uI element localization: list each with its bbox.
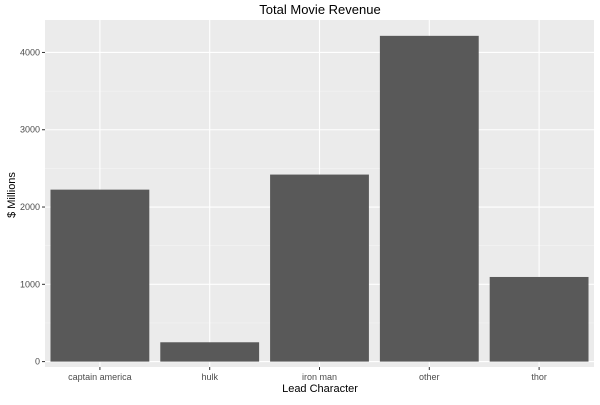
bars [50, 35, 589, 362]
y-tick-label: 3000 [20, 125, 40, 135]
bar [160, 342, 260, 362]
x-tick-label: thor [531, 372, 547, 382]
x-axis: captain america hulk iron man other thor [68, 367, 547, 382]
bar [50, 189, 150, 362]
x-tick-label: iron man [302, 372, 337, 382]
x-tick-label: other [419, 372, 440, 382]
y-tick-label: 0 [35, 357, 40, 367]
x-axis-title: Lead Character [282, 383, 358, 395]
bar [489, 276, 589, 362]
y-tick-label: 1000 [20, 279, 40, 289]
bar [379, 35, 479, 362]
chart-title: Total Movie Revenue [259, 2, 380, 17]
y-axis: 0 1000 2000 3000 4000 [20, 47, 45, 367]
x-tick-label: captain america [68, 372, 132, 382]
y-tick-label: 4000 [20, 47, 40, 57]
bar [270, 174, 369, 362]
x-tick-label: hulk [201, 372, 218, 382]
y-axis-title: $ Millions [6, 172, 18, 218]
y-tick-label: 2000 [20, 202, 40, 212]
